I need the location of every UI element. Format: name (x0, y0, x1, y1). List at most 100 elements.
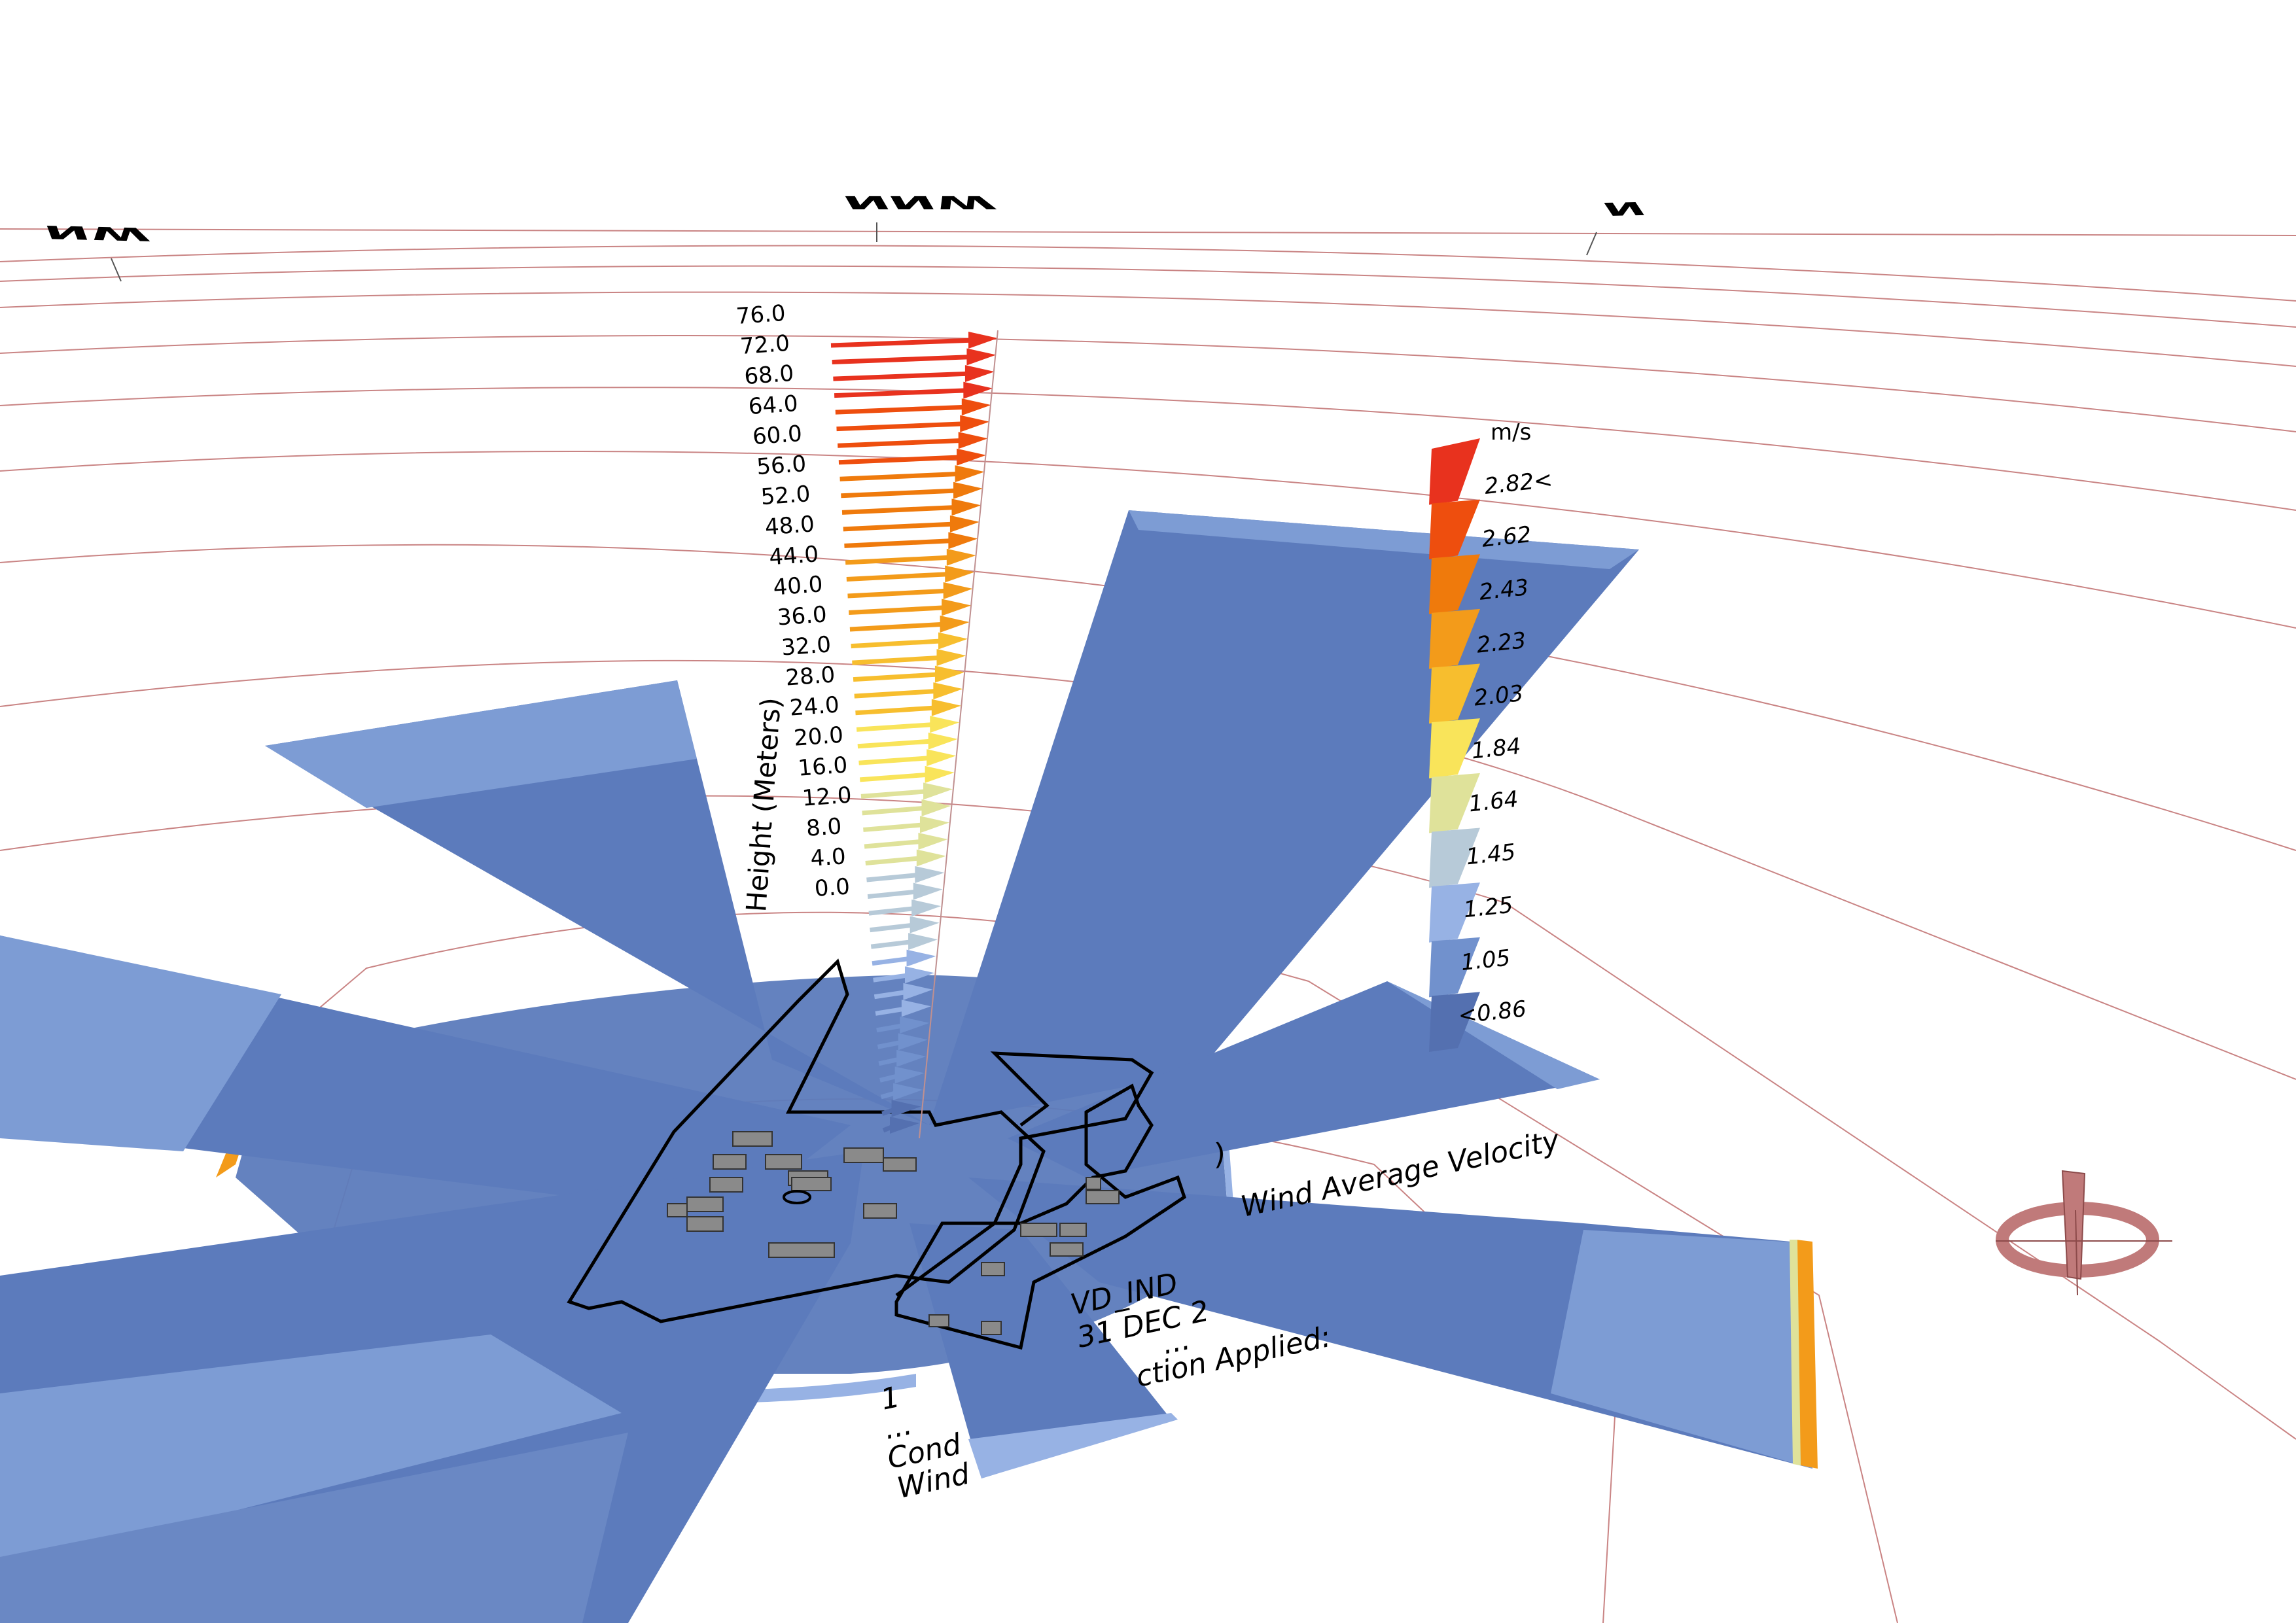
profile-arrow (862, 805, 928, 816)
profile-height-label: 20.0 (793, 722, 844, 752)
profile-arrow-head (901, 1000, 931, 1017)
profile-arrow-head (898, 1033, 928, 1051)
legend-swatch (1429, 608, 1480, 669)
profile-arrow-head (964, 365, 995, 383)
profile-arrow-head (934, 665, 964, 683)
legend-swatch (1429, 663, 1480, 724)
profile-arrow (844, 538, 955, 548)
profile-arrow (868, 905, 919, 916)
profile-arrow (849, 621, 947, 632)
profile-arrow (830, 338, 976, 348)
profile-arrow (851, 638, 945, 649)
profile-arrow-head (904, 966, 934, 984)
profile-arrow (863, 822, 927, 832)
profile-arrow-head (968, 332, 998, 349)
profile-arrow-head (951, 498, 981, 516)
profile-arrow (865, 856, 924, 865)
profile-arrow (841, 504, 959, 515)
profile-arrow (872, 956, 913, 966)
profile-arrow (870, 922, 917, 933)
profile-arrow (866, 872, 922, 882)
profile-arrow-head (945, 565, 975, 583)
legend-label: 1.25 (1462, 892, 1514, 924)
profile-arrow-head (936, 649, 966, 667)
info-dots-2: ... (881, 1408, 915, 1446)
compass-label-nw: NW (43, 221, 154, 245)
profile-arrow-head (903, 983, 933, 1000)
profile-arrow (846, 571, 952, 582)
profile-arrow-head (955, 465, 985, 483)
profile-arrow (847, 588, 950, 599)
legend-label: 1.45 (1465, 839, 1517, 871)
profile-arrow-head (966, 348, 997, 366)
legend: 2.82< 2.62 2.43 2.23 2.03 1.84 1.64 1.45 1.25 1.0… (1429, 438, 1554, 1052)
profile-arrow-head (891, 1100, 921, 1117)
legend-swatch (1429, 773, 1480, 833)
profile-arrow-head (894, 1066, 925, 1084)
profile-arrow-head (963, 381, 993, 399)
profile-arrow-head (913, 882, 943, 900)
profile-arrow-head (893, 1083, 923, 1100)
profile-arrow (853, 672, 942, 682)
site-boundaries (567, 958, 1186, 1350)
profile-arrow-head (943, 582, 973, 599)
compass-label-nnw: NNW (844, 192, 997, 213)
profile-arrow-head (942, 599, 972, 616)
profile-arrow (856, 722, 937, 732)
profile-arrow (864, 839, 925, 849)
profile-height-label: 12.0 (802, 782, 853, 812)
profile-height-label: 52.0 (760, 481, 811, 510)
profile-arrow-head (957, 448, 987, 466)
profile-mast (919, 330, 998, 1139)
profile-arrow (836, 421, 967, 432)
profile-arrow (834, 388, 970, 398)
building-massing (667, 1131, 1120, 1335)
profile-arrow (857, 739, 935, 749)
profile-arrow-head (925, 765, 955, 783)
profile-arrow-head (949, 515, 980, 532)
profile-arrow (832, 355, 974, 365)
legend-label: 2.82< (1483, 466, 1554, 500)
legend-unit: m/s (1491, 419, 1531, 445)
profile-height-label: 0.0 (814, 873, 851, 902)
profile-arrow (858, 755, 934, 765)
wind-profile: 76.072.068.064.060.056.052.048.044.040.0… (735, 300, 998, 1139)
profile-height-label: 72.0 (739, 330, 790, 360)
profile-height-label: 64.0 (747, 391, 798, 420)
profile-arrow-head (938, 632, 968, 650)
profile-arrow (835, 404, 968, 415)
profile-arrow-head (948, 532, 978, 550)
profile-height-label: 24.0 (789, 691, 840, 721)
profile-arrow-head (921, 799, 951, 816)
legend-label: 1.84 (1470, 733, 1522, 765)
profile-arrow (870, 939, 915, 949)
profile-arrow-head (930, 716, 960, 733)
profile-axis-title: Height (Meters) (740, 697, 787, 913)
profile-height-label: 60.0 (752, 421, 803, 450)
profile-height-label: 76.0 (735, 300, 786, 330)
legend-swatch (1429, 438, 1480, 505)
profile-arrow-head (927, 749, 957, 767)
legend-label: 2.23 (1475, 627, 1527, 659)
profile-arrow (845, 555, 953, 565)
profile-arrow (839, 471, 962, 481)
profile-arrow-head (890, 1117, 919, 1134)
legend-label: 1.64 (1468, 786, 1519, 818)
profile-arrow-head (960, 415, 990, 432)
profile-arrow-head (953, 481, 983, 499)
profile-height-label: 8.0 (805, 813, 843, 842)
legend-swatch (1429, 828, 1480, 888)
profile-arrow-head (908, 933, 938, 951)
legend-swatch (1429, 992, 1480, 1052)
profile-arrow (838, 438, 965, 448)
legend-swatch (1429, 718, 1480, 778)
info-dots-1: ... (1159, 1323, 1193, 1361)
profile-arrow (860, 788, 930, 799)
profile-arrow (852, 655, 944, 665)
profile-height-label: 28.0 (785, 661, 836, 691)
legend-label: 2.62 (1481, 521, 1532, 553)
legend-label: 2.43 (1478, 574, 1530, 606)
profile-arrow (841, 488, 961, 498)
profile-arrow (854, 688, 940, 699)
legend-swatch (1429, 882, 1480, 943)
